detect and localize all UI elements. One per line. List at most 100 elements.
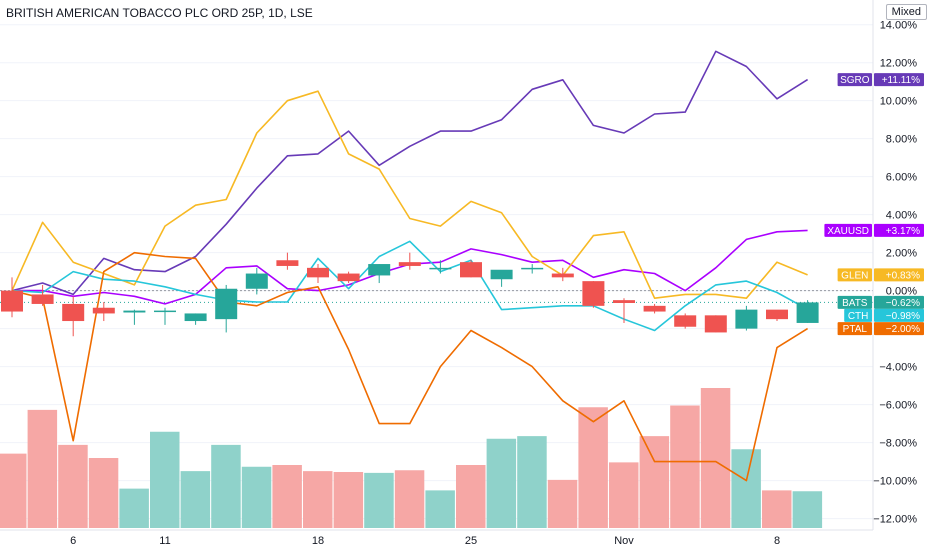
volume-bar bbox=[425, 490, 455, 528]
zero-line bbox=[0, 290, 873, 303]
candle-body bbox=[123, 310, 146, 313]
y-tick-label: 0.00% bbox=[886, 286, 917, 298]
y-tick-label: 2.00% bbox=[886, 248, 917, 260]
series-value-badge bbox=[874, 268, 924, 282]
volume-bar bbox=[303, 471, 333, 528]
volume-bar bbox=[364, 472, 394, 528]
series-name-label: SGRO bbox=[840, 75, 870, 86]
candle-body bbox=[643, 305, 666, 312]
x-tick-label: Nov bbox=[614, 535, 634, 547]
series-value-label: −2.00% bbox=[886, 324, 920, 335]
series-value-label: +11.11% bbox=[882, 75, 920, 86]
tag-sgro: SGRO +11.11% bbox=[837, 73, 924, 87]
x-tick-label: 6 bbox=[70, 535, 76, 547]
volume-bar bbox=[333, 472, 364, 528]
x-tick-label: 8 bbox=[774, 535, 780, 547]
y-tick-label: 12.00% bbox=[880, 58, 918, 70]
series-name-badge bbox=[824, 223, 872, 237]
candle-body bbox=[368, 264, 391, 276]
volume-bar bbox=[27, 409, 58, 528]
series-value-label: +0.83% bbox=[886, 270, 920, 281]
candle-body bbox=[215, 288, 238, 320]
candle-body bbox=[62, 303, 85, 322]
volume-bar bbox=[578, 407, 608, 528]
x-tick-label: 11 bbox=[159, 535, 170, 547]
candle-body bbox=[429, 267, 452, 270]
y-tick-label: −6.00% bbox=[879, 400, 917, 412]
x-tick-label: 18 bbox=[312, 535, 324, 547]
volume-bar bbox=[486, 438, 517, 528]
candle-body bbox=[551, 273, 574, 278]
candle-body bbox=[1, 290, 23, 312]
y-tick-label: 8.00% bbox=[886, 134, 917, 146]
y-tick-label: 10.00% bbox=[880, 96, 918, 108]
tag-xauusd: XAUUSD +3.17% bbox=[824, 223, 924, 237]
volume-bar bbox=[639, 436, 670, 528]
series-name-badge bbox=[837, 268, 872, 282]
volume-bar bbox=[609, 462, 639, 528]
volume-bar bbox=[731, 449, 761, 528]
y-tick-label: 6.00% bbox=[886, 172, 917, 184]
volume-bar bbox=[180, 471, 211, 528]
series-name-label: GLEN bbox=[841, 270, 868, 281]
candle-body bbox=[276, 260, 299, 266]
candle-body bbox=[796, 302, 819, 323]
volume-bar bbox=[0, 453, 27, 528]
grid bbox=[0, 24, 873, 520]
candlesticks bbox=[1, 252, 819, 337]
volume-bar bbox=[58, 444, 88, 528]
candle-body bbox=[704, 315, 727, 333]
candle-body bbox=[31, 294, 54, 304]
series-value-badge bbox=[874, 223, 924, 237]
volume-bar bbox=[241, 466, 272, 528]
series-line-cth bbox=[11, 240, 808, 332]
volume-bars bbox=[0, 388, 823, 528]
volume-bar bbox=[150, 431, 180, 528]
series-name-badge bbox=[837, 322, 872, 336]
volume-bar bbox=[119, 488, 149, 528]
x-tick-label: 25 bbox=[465, 535, 477, 547]
y-tick-label: −10.00% bbox=[873, 476, 917, 488]
candle-body bbox=[184, 313, 207, 322]
tag-glen: GLEN +0.83% bbox=[837, 268, 924, 282]
candle-body bbox=[521, 267, 544, 270]
volume-bar bbox=[762, 490, 792, 528]
candle-body bbox=[766, 309, 788, 320]
volume-bar bbox=[670, 405, 700, 528]
volume-bar bbox=[792, 491, 823, 528]
candle-body bbox=[735, 309, 758, 329]
series-name-label: PTAL bbox=[843, 324, 868, 335]
candle-body bbox=[460, 262, 482, 278]
candle-body bbox=[398, 262, 421, 266]
series-line-ptal bbox=[11, 251, 809, 482]
chart-title: BRITISH AMERICAN TOBACCO PLC ORD 25P, 1D… bbox=[6, 6, 313, 20]
series-value-label: −0.62% bbox=[886, 298, 920, 309]
series-value-badge bbox=[874, 308, 924, 322]
series-line-sgro bbox=[11, 50, 809, 296]
volume-bar bbox=[547, 479, 578, 528]
series-name-label: XAUUSD bbox=[827, 226, 869, 237]
series-name-label: CTH bbox=[848, 311, 869, 322]
candle-body bbox=[582, 281, 605, 306]
series-value-label: +3.17% bbox=[886, 226, 920, 237]
tag-ptal: PTAL −2.00% bbox=[837, 322, 924, 336]
series-tags: SGRO +11.11% XAUUSD +3.17% GLEN +0.83% BATS −0.… bbox=[824, 73, 924, 336]
volume-bar bbox=[394, 470, 425, 528]
volume-bar bbox=[88, 458, 119, 528]
series-line-glen bbox=[11, 90, 808, 300]
scale-mode-button[interactable]: Mixed bbox=[885, 4, 927, 20]
volume-bar bbox=[456, 465, 486, 528]
volume-bar bbox=[700, 388, 731, 528]
candle-body bbox=[307, 267, 329, 278]
candle-body bbox=[490, 269, 513, 280]
volume-bar bbox=[211, 444, 241, 528]
series-value-badge bbox=[874, 73, 924, 87]
y-tick-label: −4.00% bbox=[879, 362, 917, 374]
candle-body bbox=[613, 300, 635, 303]
y-tick-label: −12.00% bbox=[873, 514, 917, 526]
tag-cth: CTH −0.98% bbox=[844, 308, 924, 322]
tag-bats: BATS −0.62% bbox=[837, 295, 924, 309]
time-axis[interactable]: 6 11 18 25 Nov 8 bbox=[70, 535, 780, 547]
volume-bar bbox=[517, 436, 547, 528]
